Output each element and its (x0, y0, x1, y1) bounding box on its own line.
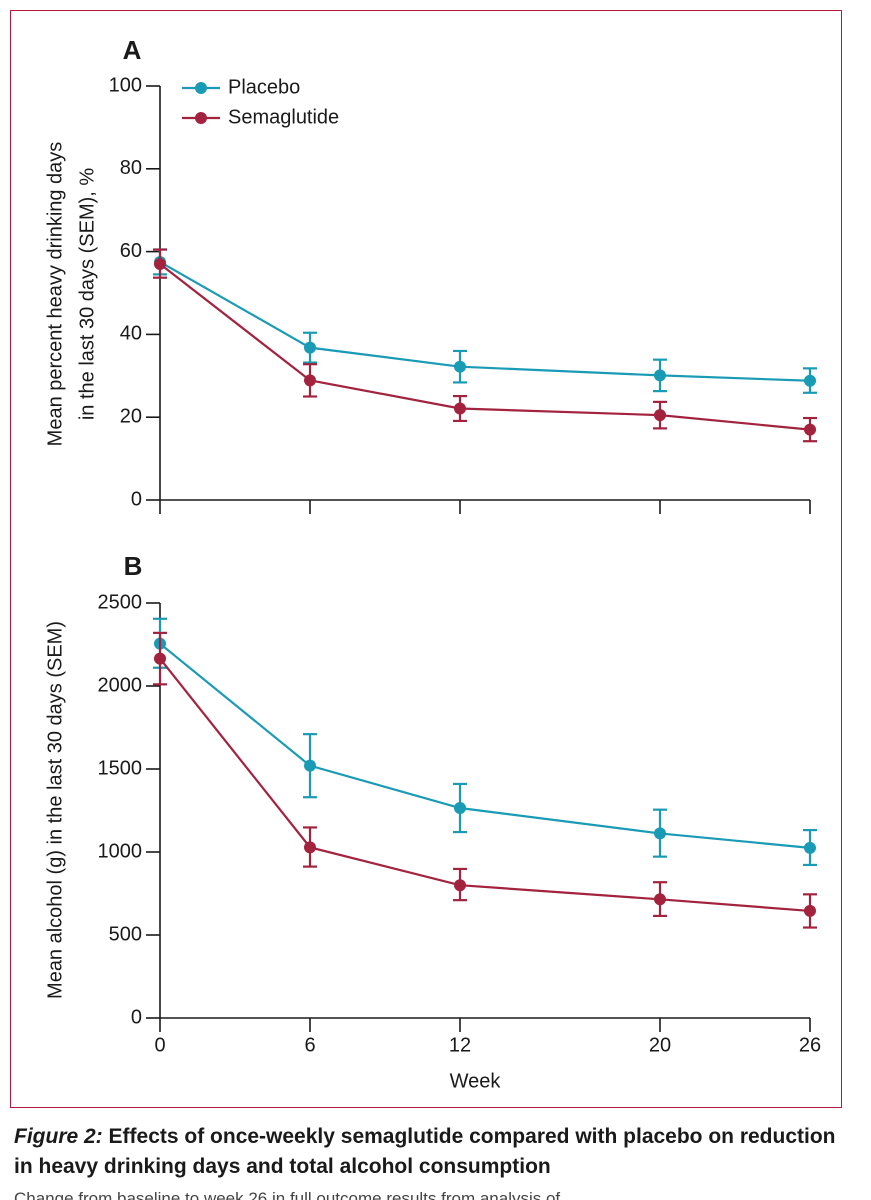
y-tick-label: 100 (109, 74, 142, 96)
caption-figure-label: Figure 2: (14, 1125, 103, 1148)
series-line (159, 260, 811, 382)
caption-text: Effects of once-weekly semaglutide compa… (14, 1125, 836, 1178)
y-axis-label: in the last 30 days (SEM), % (76, 168, 98, 421)
series-semaglutide (153, 631, 817, 929)
series-placebo (153, 248, 817, 394)
legend-label: Placebo (228, 76, 300, 98)
data-point (654, 893, 666, 906)
data-point (304, 759, 316, 772)
data-point (154, 652, 166, 665)
data-point (454, 402, 466, 415)
legend-label: Semaglutide (228, 106, 339, 128)
data-point (454, 802, 466, 815)
series-line (159, 642, 811, 849)
data-point (304, 341, 316, 354)
legend-swatch-marker (195, 112, 207, 124)
data-point (304, 374, 316, 387)
legend: Placebo Semaglutide (182, 76, 339, 128)
data-point (454, 360, 466, 373)
y-tick-label: 60 (120, 240, 142, 262)
series-line (159, 657, 811, 913)
x-tick-label: 0 (154, 1034, 165, 1056)
caption-partial-line: Change from baseline to week 26 in full … (14, 1189, 561, 1200)
data-point (804, 423, 816, 436)
y-tick-label: 40 (120, 323, 142, 345)
x-tick-label: 20 (649, 1034, 671, 1056)
y-tick-label: 500 (109, 923, 142, 945)
x-axis-label: Week (450, 1070, 502, 1092)
data-point (804, 904, 816, 917)
series-semaglutide (153, 248, 817, 443)
y-tick-label: 2500 (98, 591, 143, 613)
data-point (654, 369, 666, 382)
x-tick-label: 6 (304, 1034, 315, 1056)
y-axis-label: Mean percent heavy drinking days (44, 142, 66, 447)
panel-label: B (124, 551, 143, 581)
panel-a-chart: A 0 20 40 60 80 100 Mean percent heavy drinking… (44, 35, 817, 514)
y-tick-label: 0 (131, 488, 142, 510)
data-point (804, 374, 816, 387)
panel-label: A (123, 35, 142, 65)
y-axis-label: Mean alcohol (g) in the last 30 days (SE… (44, 621, 66, 999)
y-tick-label: 20 (120, 405, 142, 427)
x-tick-label: 12 (449, 1034, 471, 1056)
data-point (654, 827, 666, 840)
series-line (159, 263, 811, 431)
series-placebo (153, 617, 817, 867)
figure-caption: Figure 2: Effects of once-weekly semaglu… (14, 1122, 859, 1182)
data-point (154, 258, 166, 271)
data-point (454, 879, 466, 892)
y-tick-label: 1000 (98, 840, 143, 862)
x-tick-label: 26 (799, 1034, 821, 1056)
data-point (804, 841, 816, 854)
y-tick-label: 0 (131, 1006, 142, 1028)
y-tick-label: 2000 (98, 674, 143, 696)
panel-b-chart: B 0 500 1000 1500 2000 2500 0 6 12 20 26 Week Mean al… (44, 551, 821, 1092)
y-tick-label: 1500 (98, 757, 143, 779)
data-point (654, 409, 666, 422)
figure-frame (10, 10, 842, 1108)
data-point (304, 841, 316, 854)
y-tick-label: 80 (120, 157, 142, 179)
legend-swatch-marker (195, 82, 207, 94)
